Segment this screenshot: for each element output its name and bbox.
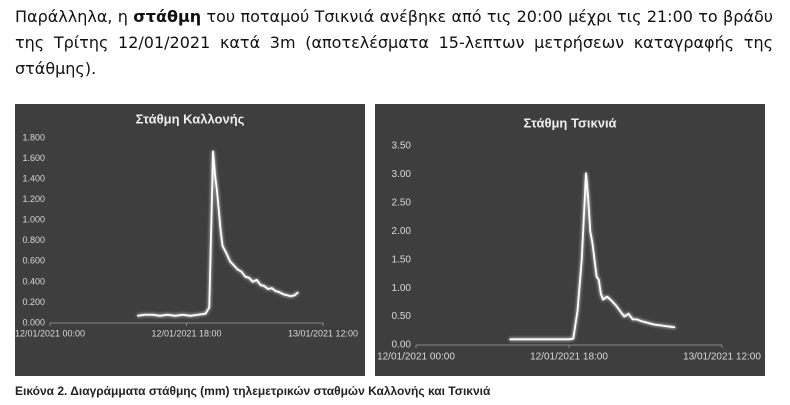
y-tick-label: 1.600 (22, 153, 45, 163)
y-tick-label: 0.600 (22, 256, 45, 266)
y-tick-label: 0.200 (22, 297, 45, 307)
y-tick-label: 0.50 (392, 311, 412, 322)
y-tick-label: 1.400 (22, 173, 45, 183)
paragraph: Παράλληλα, η στάθμη του ποταμού Τσικνιά … (15, 4, 773, 82)
bold-text: στάθμη (133, 7, 202, 26)
x-tick-label: 12/01/2021 18:00 (530, 352, 608, 363)
y-tick-label: 1.50 (392, 254, 412, 265)
x-tick-label: 13/01/2021 12:00 (683, 352, 761, 363)
chart: Στάθμη Τσικνιά 0.00 0.50 1.00 1.50 2.00 2.50 3.… (375, 104, 765, 376)
x-tick-label: 12/01/2021 00:00 (377, 352, 455, 363)
caption: Εικόνα 2. Διαγράμματα στάθμης (mm) τηλεμ… (15, 384, 491, 398)
y-tick-label: 0.000 (22, 317, 45, 327)
y-tick-label: 0.00 (392, 340, 412, 351)
x-tick-label: 12/01/2021 18:00 (151, 328, 221, 338)
x-tick-label: 12/01/2021 00:00 (15, 328, 85, 338)
chart-title: Στάθμη Καλλονής (136, 111, 245, 126)
y-tick-label: 1.000 (22, 215, 45, 225)
data-line (509, 172, 676, 341)
chart-title: Στάθμη Τσικνιά (523, 115, 616, 130)
y-tick-label: 3.00 (392, 169, 412, 180)
chart: Στάθμη Καλλονής 0.000 0.200 0.400 0.600 0.800… (15, 104, 365, 376)
text: του ποταμού Τσικνιά ανέβηκε από τις 20:0… (15, 7, 773, 78)
y-tick-label: 1.800 (22, 132, 45, 142)
y-tick-label: 2.50 (392, 197, 412, 208)
y-tick-label: 1.00 (392, 283, 412, 294)
y-tick-label: 0.400 (22, 276, 45, 286)
y-tick-label: 0.800 (22, 235, 45, 245)
text: Παράλληλα, η (15, 7, 134, 26)
y-tick-label: 2.00 (392, 226, 412, 237)
y-tick-label: 3.50 (392, 141, 412, 152)
data-line (137, 150, 299, 317)
x-tick-label: 13/01/2021 12:00 (288, 328, 358, 338)
y-tick-label: 1.200 (22, 194, 45, 204)
